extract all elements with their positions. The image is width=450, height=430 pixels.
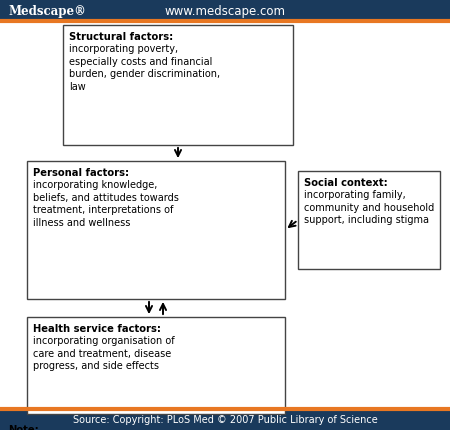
Bar (0, 0, 450, 22)
Text: Social context:: Social context: (304, 178, 388, 187)
Bar (27, 162, 285, 299)
Text: incorporating poverty,
especially costs and financial
burden, gender discriminat: incorporating poverty, especially costs … (69, 44, 220, 92)
Bar (0, 409, 450, 430)
Text: incorporating organisation of
care and treatment, disease
progress, and side eff: incorporating organisation of care and t… (33, 335, 175, 370)
Text: Medscape®: Medscape® (8, 4, 86, 18)
Bar (298, 172, 440, 269)
Text: Structural factors:: Structural factors: (69, 32, 173, 42)
Bar (27, 317, 285, 414)
Text: incorporating family,
community and household
support, including stigma: incorporating family, community and hous… (304, 190, 434, 224)
Text: Note:: Note: (8, 424, 39, 430)
Text: incorporating knowledge,
beliefs, and attitudes towards
treatment, interpretatio: incorporating knowledge, beliefs, and at… (33, 180, 179, 227)
Text: Personal factors:: Personal factors: (33, 168, 129, 178)
Text: Source: Copyright: PLoS Med © 2007 Public Library of Science: Source: Copyright: PLoS Med © 2007 Publi… (72, 415, 378, 424)
Text: Health service factors:: Health service factors: (33, 323, 161, 333)
Text: www.medscape.com: www.medscape.com (165, 4, 285, 18)
Bar (63, 26, 293, 146)
